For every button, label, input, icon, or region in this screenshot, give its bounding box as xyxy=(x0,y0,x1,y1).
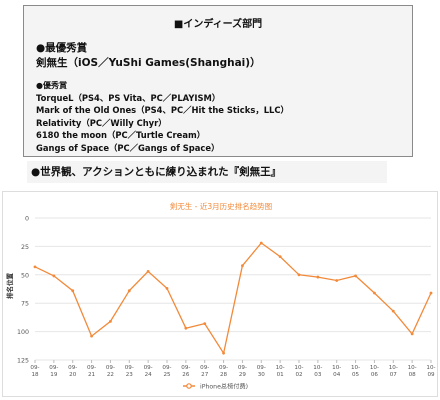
x-tick-label-month: 09- xyxy=(30,365,39,371)
y-tick-label: 0 xyxy=(25,216,29,223)
excellence-prize-heading: ●優秀賞 xyxy=(36,81,67,90)
x-tick-label-day: 02 xyxy=(295,372,302,378)
ranking-chart: 剣无生 - 近3月历史排名趋势图 排名位置 0 25 50 75 100 125 09- 1… xyxy=(2,191,438,397)
x-tick-label-month: 10- xyxy=(351,365,360,371)
data-point[interactable] xyxy=(184,326,188,330)
x-tick-label-day: 30 xyxy=(258,372,266,378)
award-box-title: ■インディーズ部門 xyxy=(173,19,263,30)
x-axis-ticks: 09-1809-1909-2009-2109-2209-2309-2409-25… xyxy=(30,360,436,378)
section-heading: ●世界観、アクションともに練り込まれた『剣無王』 xyxy=(27,161,387,183)
x-tick-label-day: 19 xyxy=(50,372,58,378)
data-point[interactable] xyxy=(127,289,131,293)
x-tick-label-day: 04 xyxy=(333,372,341,378)
grid-lines xyxy=(35,217,431,361)
data-point[interactable] xyxy=(335,279,339,282)
y-tick-label: 25 xyxy=(21,244,29,251)
x-tick-label-month: 09- xyxy=(87,365,96,371)
y-tick-label: 75 xyxy=(21,301,29,308)
x-tick-label-day: 05 xyxy=(352,372,360,378)
x-tick-label-month: 10- xyxy=(370,365,379,371)
series-line xyxy=(34,242,432,355)
data-point[interactable] xyxy=(373,291,376,295)
x-tick-label-month: 10- xyxy=(332,365,341,371)
data-point[interactable] xyxy=(109,319,112,323)
excellence-item: Relativity（PC／Willy Chyr） xyxy=(36,117,167,128)
x-tick-label-day: 20 xyxy=(69,372,77,378)
data-point[interactable] xyxy=(165,287,169,290)
x-tick-label-day: 22 xyxy=(107,372,114,378)
x-tick-label-day: 01 xyxy=(277,372,285,378)
data-point[interactable] xyxy=(391,309,395,313)
x-tick-label-month: 09- xyxy=(181,365,190,371)
excellence-item: Mark of the Old Ones（PS4、PC／Hit the Stic… xyxy=(36,105,289,116)
excellence-item: TorqueL（PS4、PS Vita、PC／PLAYISM） xyxy=(36,93,221,103)
x-tick-label-month: 09- xyxy=(106,365,115,371)
x-tick-label-month: 09- xyxy=(162,365,171,371)
x-tick-label-month: 09- xyxy=(219,365,228,371)
chart-legend[interactable]: iPhone总榜付费) xyxy=(183,383,248,391)
x-tick-label-day: 28 xyxy=(220,372,228,378)
x-tick-label-day: 18 xyxy=(31,372,39,378)
x-tick-label-month: 09- xyxy=(238,365,247,371)
x-tick-label-day: 24 xyxy=(145,372,153,378)
data-point[interactable] xyxy=(316,275,320,279)
x-tick-label-day: 26 xyxy=(182,372,190,378)
x-tick-label-month: 09- xyxy=(257,365,266,371)
x-tick-label-day: 07 xyxy=(390,372,398,378)
excellence-item: Gangs of Space（PC／Gangs of Space） xyxy=(36,142,220,153)
x-tick-label-month: 10- xyxy=(389,365,398,371)
data-point[interactable] xyxy=(33,265,37,269)
x-tick-label-month: 10- xyxy=(426,365,435,371)
data-point[interactable] xyxy=(222,351,225,355)
data-point[interactable] xyxy=(297,273,301,277)
x-tick-label-month: 09- xyxy=(68,365,77,371)
x-tick-label-day: 08 xyxy=(409,372,417,378)
excellence-prize-list: TorqueL（PS4、PS Vita、PC／PLAYISM） Mark of … xyxy=(36,92,289,154)
data-point[interactable] xyxy=(354,274,357,278)
award-box: ■インディーズ部門 ●最優秀賞 剣無生（iOS／YuShi Games(Shan… xyxy=(23,5,413,157)
y-tick-label: 100 xyxy=(17,329,29,336)
y-axis-ticks: 0 25 50 75 100 125 xyxy=(17,216,29,365)
data-point[interactable] xyxy=(90,334,93,338)
data-point[interactable] xyxy=(410,332,414,336)
data-point[interactable] xyxy=(52,274,56,278)
data-point[interactable] xyxy=(146,269,150,273)
y-axis-label: 排名位置 xyxy=(5,273,14,300)
data-point[interactable] xyxy=(278,255,282,259)
data-point[interactable] xyxy=(203,322,207,326)
x-tick-label-month: 09- xyxy=(200,365,209,371)
legend-series-label: iPhone总榜付费) xyxy=(200,383,248,391)
x-tick-label-day: 29 xyxy=(239,372,247,378)
grand-prize-winner: 剣無生（iOS／YuShi Games(Shanghai)） xyxy=(36,57,261,69)
data-point[interactable] xyxy=(259,241,263,245)
x-tick-label-month: 09- xyxy=(49,365,58,371)
x-tick-label-day: 21 xyxy=(88,372,96,378)
data-point[interactable] xyxy=(429,291,433,295)
y-tick-label: 125 xyxy=(17,358,29,365)
grand-prize-heading: ●最優秀賞 xyxy=(36,42,88,54)
chart-title: 剣无生 - 近3月历史排名趋势图 xyxy=(170,201,272,211)
x-tick-label-day: 03 xyxy=(314,372,322,378)
x-tick-label-month: 10- xyxy=(313,365,322,371)
x-tick-label-day: 09 xyxy=(427,372,435,378)
x-tick-label-month: 10- xyxy=(408,365,417,371)
legend-marker-icon xyxy=(186,383,192,389)
data-point[interactable] xyxy=(241,264,244,268)
x-tick-label-day: 25 xyxy=(163,372,171,378)
y-tick-label: 50 xyxy=(21,272,29,279)
x-tick-label-day: 27 xyxy=(201,372,209,378)
x-tick-label-day: 23 xyxy=(126,372,134,378)
x-tick-label-month: 10- xyxy=(276,365,285,371)
x-tick-label-month: 09- xyxy=(144,365,153,371)
data-point[interactable] xyxy=(71,289,75,293)
series-iphone xyxy=(33,241,433,355)
x-tick-label-month: 09- xyxy=(125,365,134,371)
excellence-item: 6180 the moon（PC／Turtle Cream） xyxy=(36,130,206,141)
x-tick-label-month: 10- xyxy=(294,365,303,371)
x-tick-label-day: 06 xyxy=(371,372,379,378)
